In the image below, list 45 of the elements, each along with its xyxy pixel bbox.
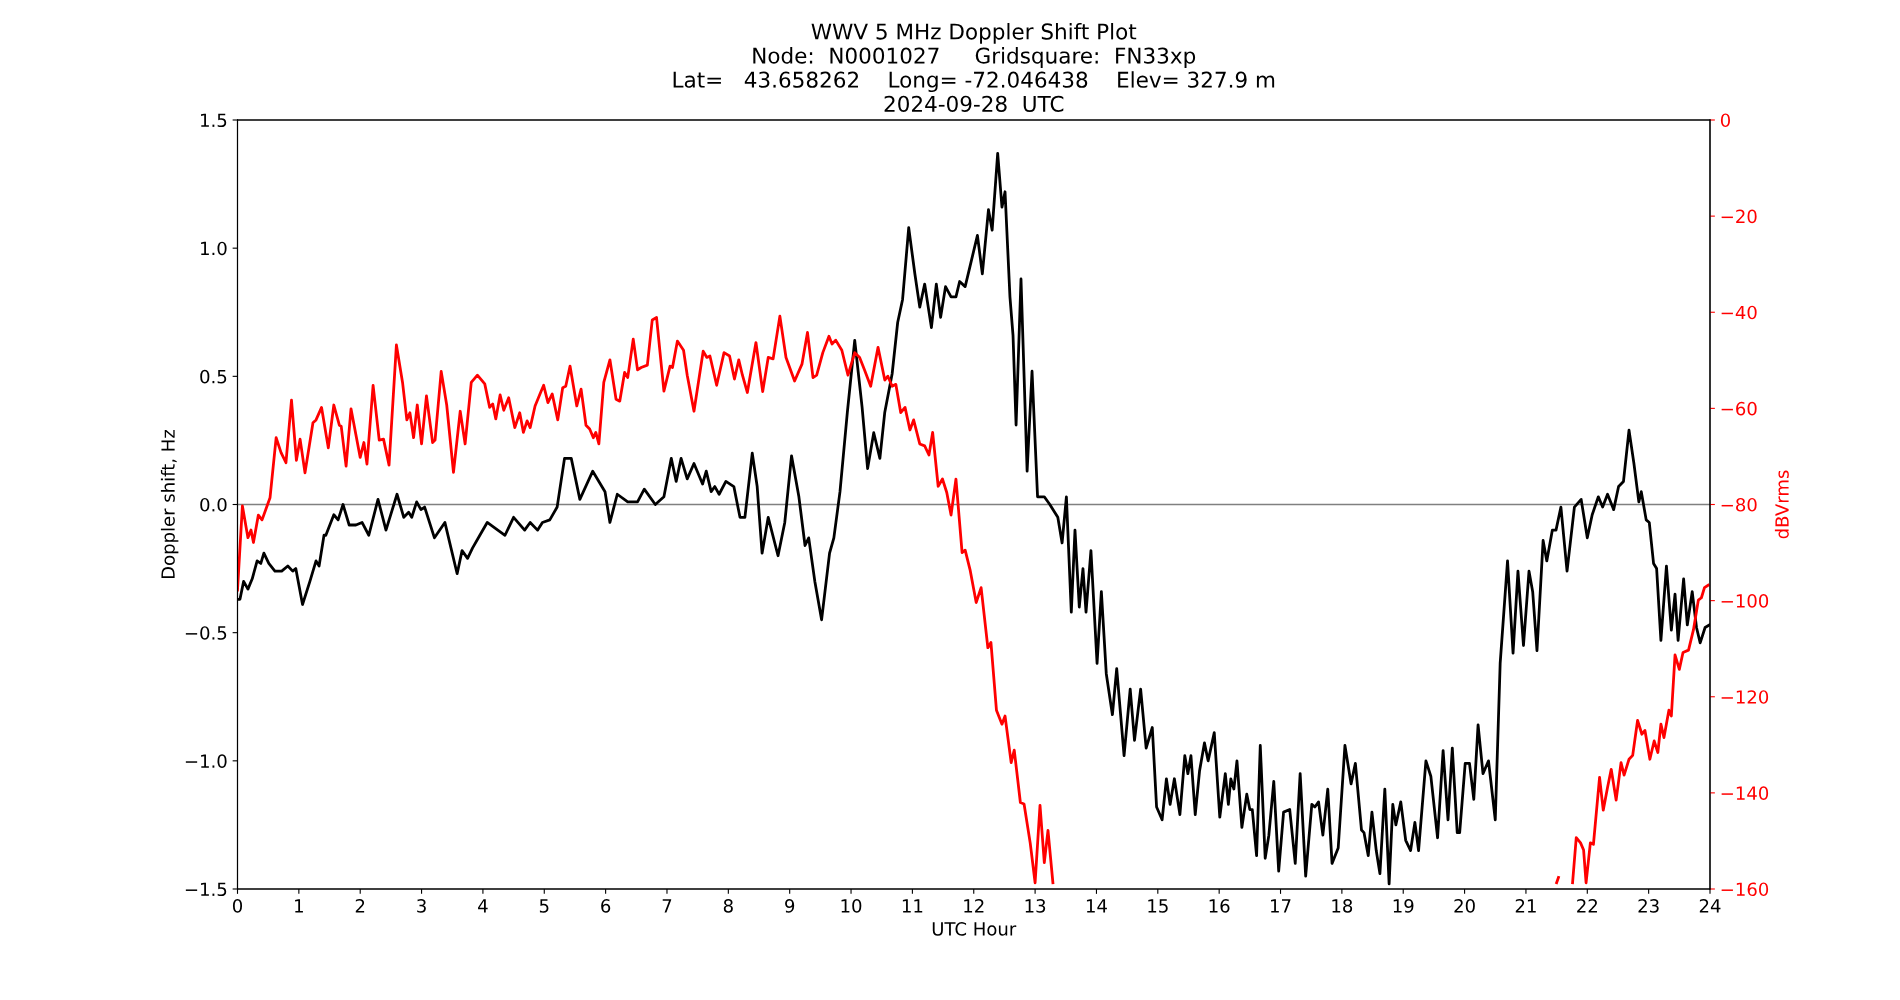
y2-tick-label: −40	[1721, 305, 1757, 320]
y2-tick-label: −60	[1721, 401, 1757, 416]
x-tick-label: 20	[1454, 899, 1475, 913]
y-axis-title: Doppler shift, Hz	[160, 429, 179, 579]
x-tick-label: 4	[478, 899, 488, 913]
x-tick-label: 22	[1577, 899, 1597, 913]
x-tick-label: 14	[1086, 899, 1107, 913]
x-tick-label: 13	[1025, 899, 1046, 913]
x-tick-label: 3	[417, 899, 426, 913]
y2-tick-label: −120	[1721, 690, 1769, 704]
x-tick-label: 24	[1699, 899, 1721, 913]
y2-tick-label: −100	[1721, 594, 1769, 608]
y-tick-label: −0.5	[185, 626, 227, 640]
x-tick-label: 23	[1638, 899, 1659, 913]
chart-title: WWV 5 MHz Doppler Shift Plot Node: N0001027 Gridsquare: FN33xp Lat= 43.658262 Long= -72.046438 Elev= 327.9 m 2024-09-28 UTC	[673, 22, 1275, 112]
y-tick-label: 1.5	[201, 113, 227, 128]
y-tick-label: 0.5	[200, 369, 227, 384]
x-tick-label: 18	[1332, 899, 1353, 913]
x-tick-label: 12	[964, 899, 984, 913]
y-tick-label: 0.0	[200, 497, 227, 512]
x-tick-label: 11	[902, 899, 923, 913]
x-tick-label: 2	[355, 899, 365, 913]
y2-tick-label: −160	[1721, 882, 1769, 897]
y-tick-label: −1.5	[185, 882, 227, 897]
x-tick-label: 5	[539, 899, 549, 913]
x-tick-label: 0	[232, 899, 243, 913]
y-tick-label: −1.0	[185, 754, 227, 768]
x-tick-label: 10	[841, 899, 862, 913]
x-tick-label: 17	[1271, 899, 1291, 913]
x-tick-label: 8	[723, 899, 733, 913]
y2-tick-label: −20	[1721, 209, 1757, 224]
y2-tick-label: 0	[1720, 113, 1731, 128]
x-tick-label: 9	[785, 899, 795, 913]
x-tick-label: 7	[662, 899, 672, 913]
x-tick-label: 15	[1148, 899, 1168, 913]
y2-axis-title: dBVrms	[1774, 470, 1789, 539]
y-tick-label: 1.0	[201, 241, 227, 256]
x-tick-label: 16	[1209, 899, 1230, 913]
x-tick-label: 19	[1393, 899, 1414, 913]
y2-tick-label: −140	[1721, 786, 1769, 800]
x-tick-label: 6	[601, 899, 611, 913]
x-tick-label: 1	[295, 899, 303, 913]
y2-tick-label: −80	[1721, 497, 1757, 512]
x-tick-label: 21	[1515, 899, 1536, 913]
x-axis-title: UTC Hour	[932, 922, 1017, 936]
